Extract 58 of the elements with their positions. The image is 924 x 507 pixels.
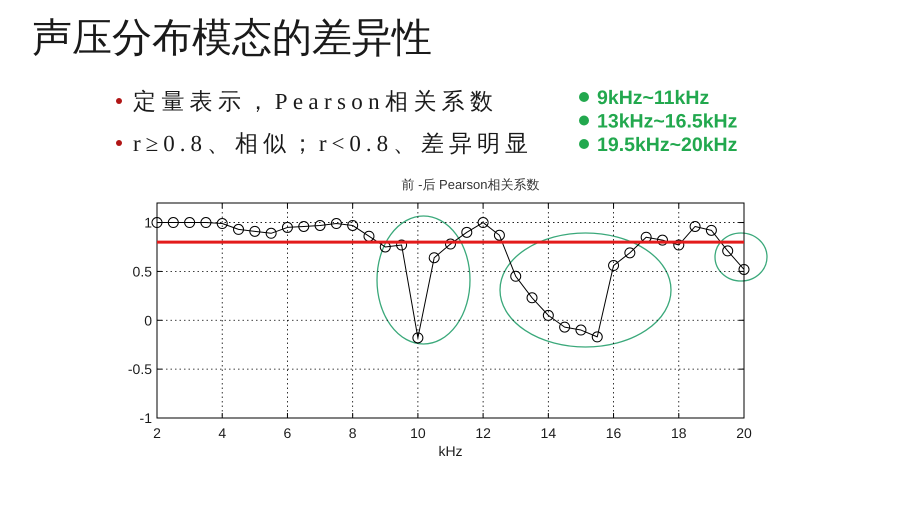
x-tick-label: 20 [736,425,752,441]
x-tick-label: 2 [153,425,162,441]
x-tick-label: 4 [218,425,226,441]
point [461,226,472,238]
text: 定量表示，Pearson相关系数 [133,89,493,114]
x-tick-label: 18 [670,425,687,441]
point [722,245,734,256]
point [266,228,277,239]
point [428,252,440,264]
chart-subtitle: 前 -后 Pearson相关系数 [402,177,540,192]
point [510,270,522,282]
point [526,292,538,304]
point [445,238,456,250]
point [608,260,620,272]
y-tick-label: -1 [140,410,152,426]
point [282,222,293,233]
text: 13kHz~16.5kHz [597,110,738,132]
point [249,226,260,237]
x-tick-label: 6 [284,425,292,441]
point [592,331,603,342]
point [233,224,244,235]
point [363,230,374,242]
y-tick-label: 0 [144,312,152,328]
point [200,217,212,228]
point [624,247,636,258]
point [738,264,750,275]
text: 9kHz~11kHz [597,87,710,109]
x-tick-label: 10 [410,425,426,441]
text: r≥0.8、相似；r<0.8、差异明显 [133,131,528,156]
y-tick-label: 0.5 [132,263,152,280]
point [542,310,554,321]
point [184,217,196,228]
point [494,230,505,241]
chart-title: 声压分布模态的差异性 [32,16,432,60]
x-tick-label: 16 [606,425,622,441]
point [330,218,342,230]
text: 19.5kHz~20kHz [597,134,738,156]
point [575,324,586,336]
x-tick-label: 12 [475,425,492,441]
x-tick-label: 14 [540,425,556,441]
point [314,220,326,231]
y-tick-label: 1 [144,214,152,231]
point [559,322,570,333]
point [690,220,701,232]
y-tick-label: -0.5 [128,361,152,378]
point [656,234,668,246]
point [412,332,424,344]
point [478,217,489,228]
point [168,217,179,228]
point [152,217,162,228]
point [673,240,684,251]
point [347,220,358,231]
x-tick-label: 8 [348,425,357,441]
point [706,224,717,236]
x-axis-title: kHz [438,443,463,459]
point [396,240,408,251]
point [216,218,228,230]
point [298,220,310,232]
